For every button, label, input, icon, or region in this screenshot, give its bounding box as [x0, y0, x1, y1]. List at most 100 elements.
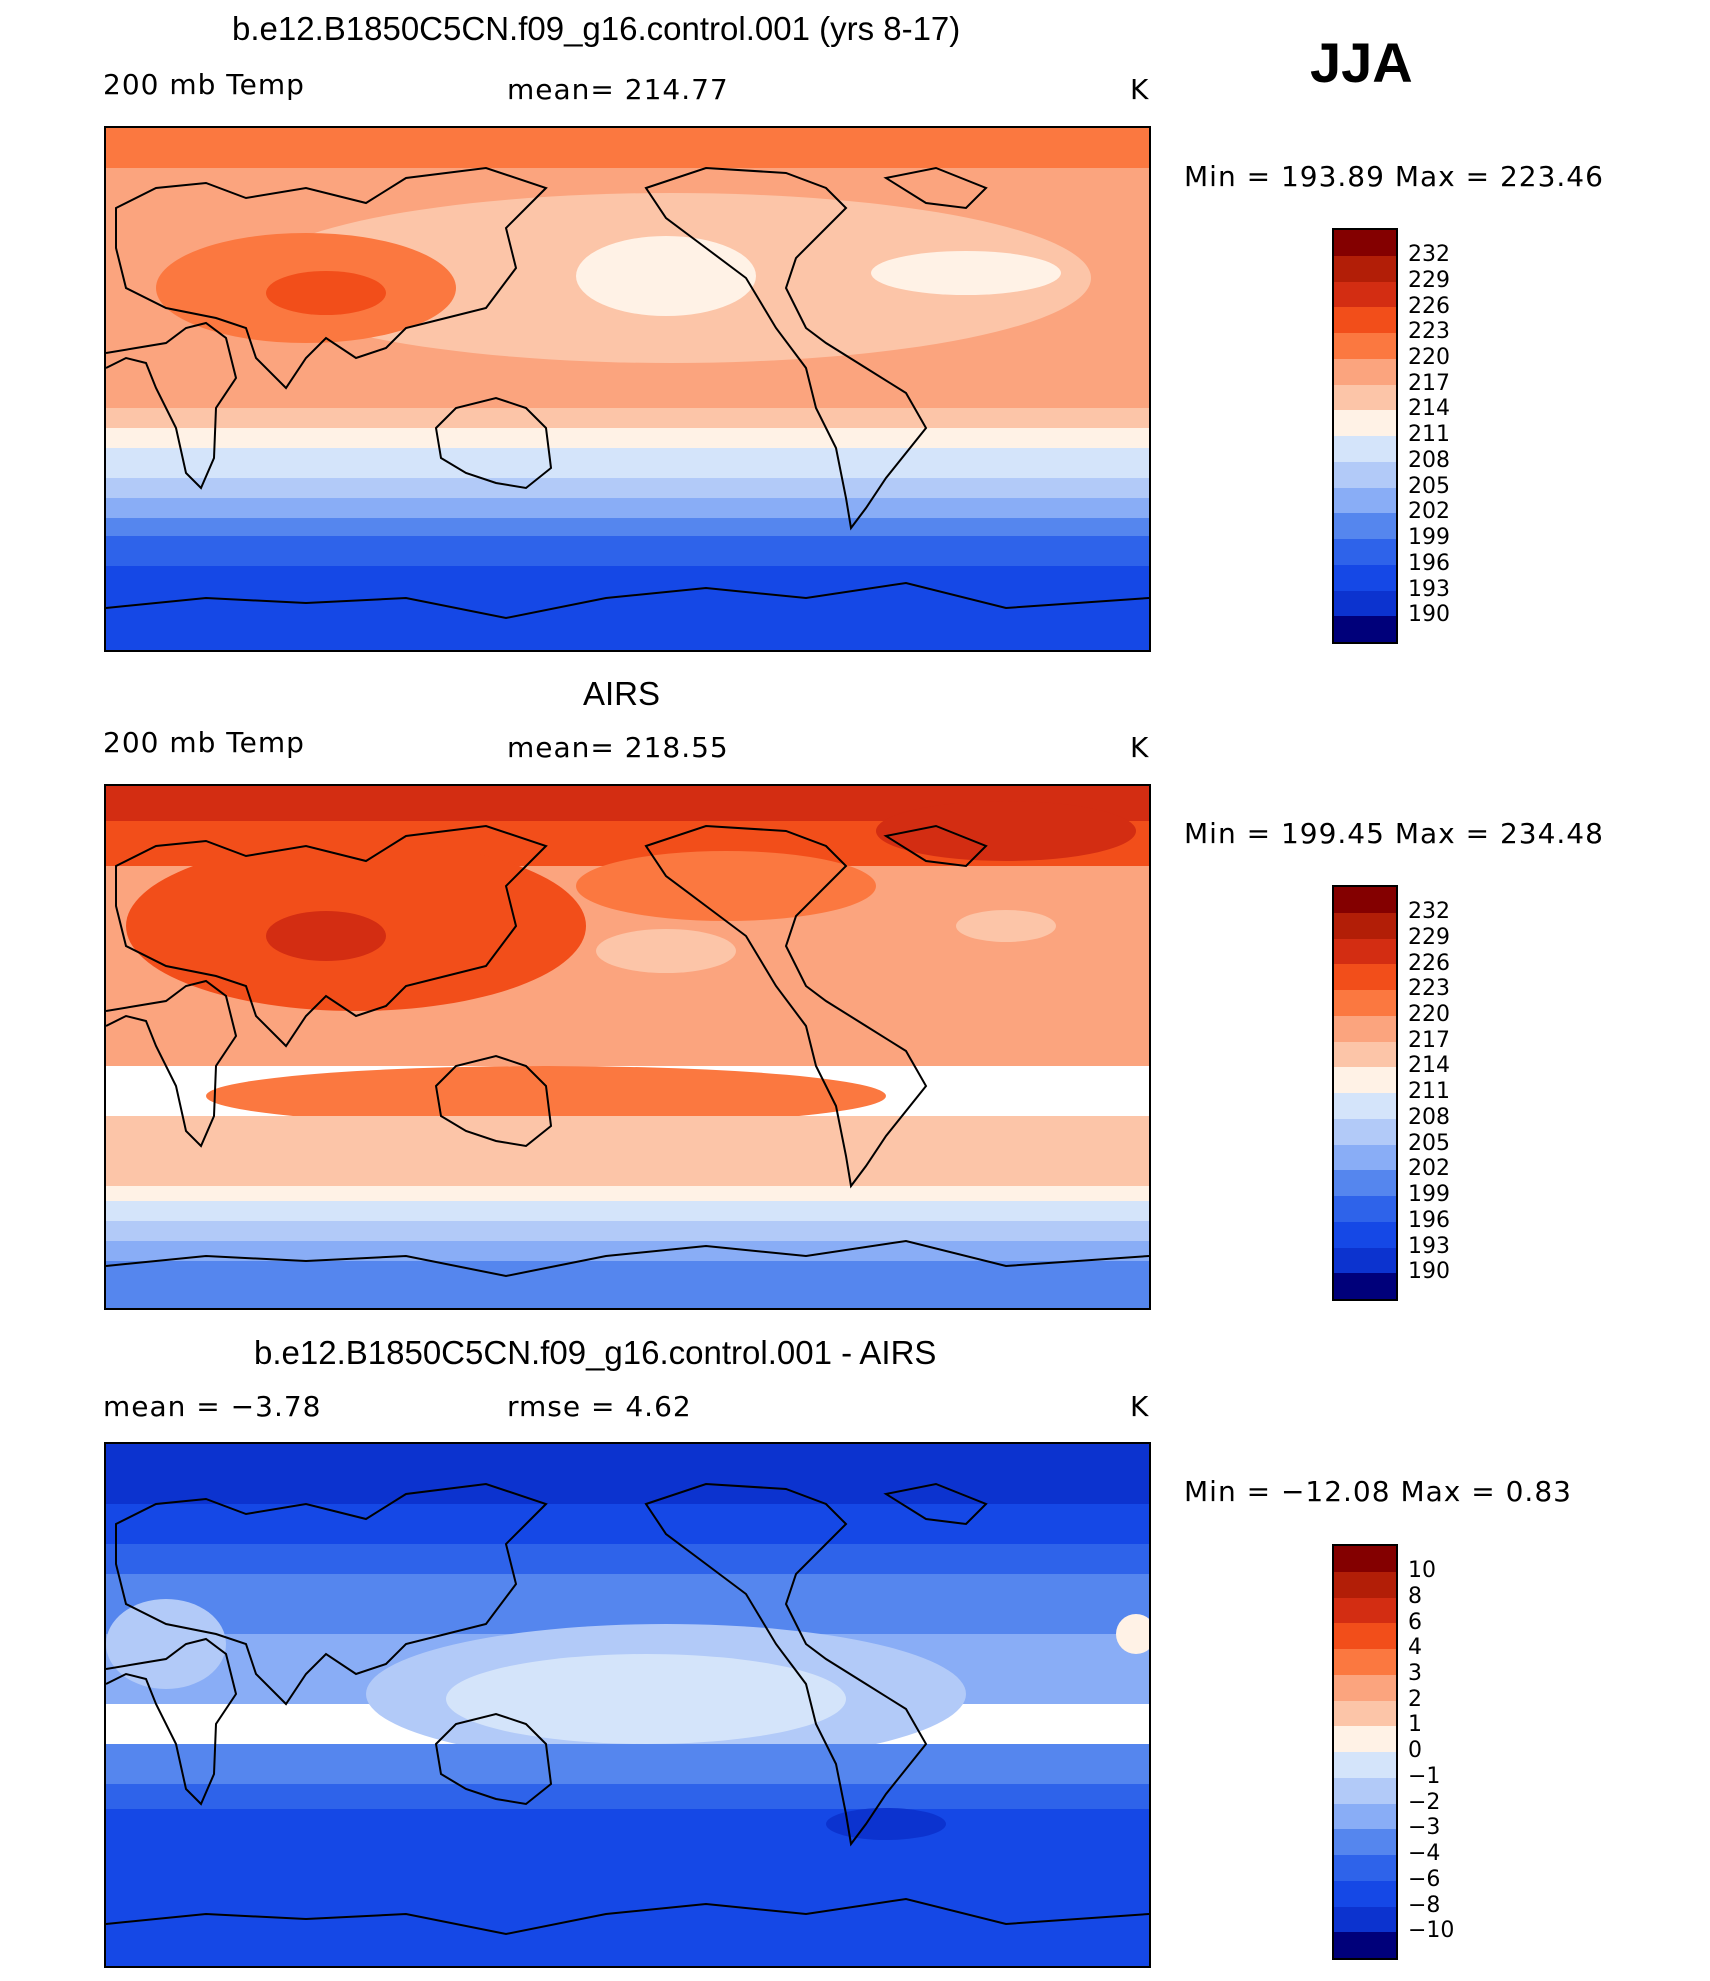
- p3-cb-label: 0: [1408, 1738, 1422, 1763]
- p2-cb-label: 205: [1408, 1131, 1450, 1156]
- p1-cb-label: 193: [1408, 577, 1450, 602]
- p3-band: [106, 1544, 1149, 1574]
- p2-cb-label: 217: [1408, 1028, 1450, 1053]
- p2-swatch: [1334, 1170, 1396, 1196]
- p3-swatch: [1334, 1932, 1396, 1958]
- panel2-map: [104, 784, 1151, 1310]
- p2-cb-label: 214: [1408, 1053, 1450, 1078]
- p3-cb-label: 8: [1408, 1584, 1422, 1609]
- p1-swatch: [1334, 230, 1396, 256]
- p1-cb-label: 223: [1408, 319, 1450, 344]
- p2-swatch: [1334, 887, 1396, 913]
- p2-blob: [576, 851, 876, 921]
- p2-blob: [876, 801, 1136, 861]
- p3-cb-label: 2: [1408, 1687, 1422, 1712]
- p2-blob: [596, 929, 736, 973]
- p3-swatch: [1334, 1700, 1396, 1727]
- panel1-title: b.e12.B1850C5CN.f09_g16.control.001 (yrs…: [232, 10, 961, 47]
- p3-cb-label: 10: [1408, 1558, 1436, 1583]
- p2-cb-label: 208: [1408, 1105, 1450, 1130]
- p1-swatch: [1334, 358, 1396, 385]
- panel1-minmax-label: Min = 193.89 Max = 223.46: [1184, 160, 1604, 193]
- p1-cb-label: 214: [1408, 396, 1450, 421]
- season-label: JJA: [1310, 31, 1413, 94]
- p2-band: [106, 1221, 1149, 1241]
- p2-cb-label: 211: [1408, 1079, 1450, 1104]
- p3-band: [106, 1504, 1149, 1544]
- p1-band: [106, 408, 1149, 428]
- p1-band: [106, 168, 1149, 193]
- p3-swatch: [1334, 1726, 1396, 1752]
- p2-swatch: [1334, 1221, 1396, 1248]
- p3-swatch: [1334, 1649, 1396, 1675]
- p2-swatch: [1334, 964, 1396, 990]
- panel1-colorbar: [1332, 228, 1398, 644]
- p3-cb-label: −1: [1408, 1764, 1441, 1789]
- p3-swatch: [1334, 1674, 1396, 1701]
- panel3-unit-label: K: [1130, 1390, 1150, 1423]
- p1-swatch: [1334, 333, 1396, 359]
- p1-swatch: [1334, 436, 1396, 462]
- p3-cb-label: 4: [1408, 1635, 1422, 1660]
- p2-band: [106, 1261, 1149, 1308]
- p3-swatch: [1334, 1906, 1396, 1933]
- p2-cb-label: 199: [1408, 1182, 1450, 1207]
- p3-blob: [1116, 1614, 1149, 1654]
- p1-band: [106, 128, 1149, 168]
- p1-band: [106, 518, 1149, 536]
- p2-cb-label: 232: [1408, 899, 1450, 924]
- panel2-colorbar: [1332, 885, 1398, 1301]
- p2-cb-label: 226: [1408, 951, 1450, 976]
- p3-blob: [446, 1654, 846, 1744]
- p3-band: [106, 1809, 1149, 1874]
- p1-swatch: [1334, 255, 1396, 282]
- p1-cb-label: 220: [1408, 345, 1450, 370]
- p3-swatch: [1334, 1597, 1396, 1624]
- panel1-unit-label: K: [1130, 73, 1150, 106]
- p3-swatch: [1334, 1829, 1396, 1855]
- p2-swatch: [1334, 1093, 1396, 1119]
- p2-band: [106, 1241, 1149, 1261]
- p2-swatch: [1334, 1144, 1396, 1171]
- p1-swatch: [1334, 410, 1396, 436]
- p2-cb-label: 190: [1408, 1259, 1450, 1284]
- p2-swatch: [1334, 1041, 1396, 1068]
- p1-cb-label: 211: [1408, 422, 1450, 447]
- panel3-minmax-label: Min = −12.08 Max = 0.83: [1184, 1475, 1572, 1508]
- p3-coastlines: [106, 1482, 1149, 1936]
- p2-swatch: [1334, 990, 1396, 1016]
- panel3-map: [104, 1442, 1151, 1968]
- p2-cb-label: 196: [1408, 1208, 1450, 1233]
- p1-cb-label: 190: [1408, 602, 1450, 627]
- p1-cb-label: 208: [1408, 448, 1450, 473]
- panel3-rmse-label: rmse = 4.62: [507, 1390, 692, 1423]
- p2-swatch: [1334, 1118, 1396, 1145]
- p1-swatch: [1334, 616, 1396, 642]
- panel2-variable-label: 200 mb Temp: [103, 726, 305, 759]
- p1-blob: [871, 251, 1061, 295]
- p2-blob: [956, 910, 1056, 942]
- p2-swatch: [1334, 1247, 1396, 1274]
- p3-band: [106, 1574, 1149, 1634]
- p1-cb-label: 229: [1408, 268, 1450, 293]
- p1-swatch: [1334, 461, 1396, 488]
- p1-coastlines: [106, 166, 1149, 620]
- p3-cb-label: 3: [1408, 1661, 1422, 1686]
- p1-band: [106, 498, 1149, 518]
- p2-swatch: [1334, 1067, 1396, 1093]
- p3-swatch: [1334, 1855, 1396, 1881]
- p3-blob: [826, 1808, 946, 1840]
- p3-cb-label: 6: [1408, 1610, 1422, 1635]
- p3-blob: [106, 1599, 226, 1689]
- p3-swatch: [1334, 1752, 1396, 1778]
- p1-swatch: [1334, 281, 1396, 308]
- p1-cb-label: 226: [1408, 294, 1450, 319]
- p1-band: [106, 428, 1149, 448]
- p3-band: [106, 1444, 1149, 1504]
- p3-cb-label: −4: [1408, 1841, 1441, 1866]
- panel3-mean-label: mean = −3.78: [103, 1390, 322, 1423]
- panel1-mean-label: mean= 214.77: [507, 73, 729, 106]
- p1-blob: [576, 236, 756, 316]
- panel3-title: b.e12.B1850C5CN.f09_g16.control.001 - AI…: [254, 1334, 937, 1371]
- p3-swatch: [1334, 1777, 1396, 1804]
